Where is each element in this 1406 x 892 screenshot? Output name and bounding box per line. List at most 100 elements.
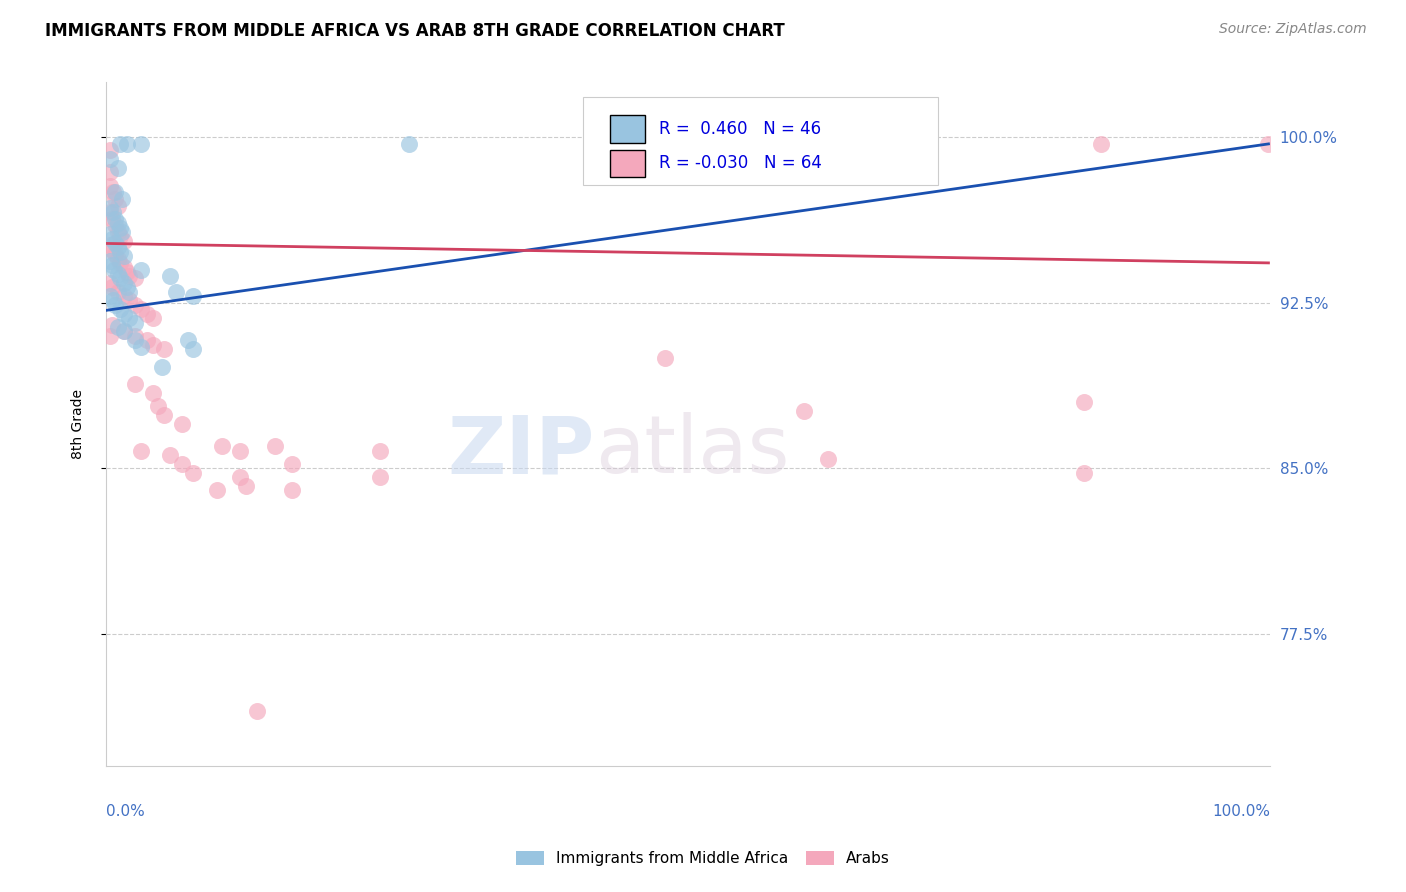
Point: [112, 249, 135, 263]
Point: [229, 470, 252, 484]
Point: [98, 328, 121, 343]
Point: [103, 262, 125, 277]
Point: [108, 220, 131, 235]
Point: [124, 333, 146, 347]
Point: [129, 340, 152, 354]
Text: 0.0%: 0.0%: [105, 804, 145, 819]
Point: [281, 483, 304, 498]
Point: [108, 256, 131, 270]
Point: [142, 311, 165, 326]
Point: [101, 280, 124, 294]
Point: [263, 439, 285, 453]
Point: [793, 404, 815, 418]
Point: [108, 271, 131, 285]
Point: [118, 311, 141, 326]
Point: [101, 258, 124, 272]
Point: [101, 211, 124, 226]
Point: [654, 351, 676, 365]
Point: [107, 252, 129, 266]
Point: [104, 192, 127, 206]
Point: [148, 400, 170, 414]
Point: [98, 227, 121, 242]
Point: [107, 267, 129, 281]
Point: [98, 276, 121, 290]
Point: [165, 285, 187, 299]
Point: [101, 243, 124, 257]
Point: [142, 386, 165, 401]
Point: [368, 470, 391, 484]
Point: [104, 219, 127, 233]
Text: atlas: atlas: [595, 412, 789, 491]
Point: [107, 320, 129, 334]
Point: [124, 316, 146, 330]
Point: [104, 247, 127, 261]
Point: [111, 225, 134, 239]
Point: [107, 285, 129, 299]
Point: [183, 466, 205, 480]
Point: [104, 235, 127, 250]
Point: [368, 443, 391, 458]
Point: [150, 359, 173, 374]
Point: [115, 280, 138, 294]
Point: [107, 240, 129, 254]
Point: [170, 457, 193, 471]
Point: [108, 229, 131, 244]
Point: [104, 298, 127, 312]
Point: [98, 238, 121, 252]
FancyBboxPatch shape: [583, 97, 938, 185]
Point: [107, 225, 129, 239]
Point: [101, 293, 124, 308]
Point: [183, 289, 205, 303]
Text: 100.0%: 100.0%: [1212, 804, 1270, 819]
Point: [112, 289, 135, 303]
Point: [112, 307, 135, 321]
Point: [229, 443, 252, 458]
Point: [398, 136, 420, 151]
Point: [129, 262, 152, 277]
Point: [170, 417, 193, 431]
Point: [118, 285, 141, 299]
Point: [142, 337, 165, 351]
Point: [108, 302, 131, 317]
Point: [129, 302, 152, 317]
Point: [118, 293, 141, 308]
Point: [205, 483, 228, 498]
Point: [112, 260, 135, 275]
Point: [98, 201, 121, 215]
Point: [98, 289, 121, 303]
Point: [124, 271, 146, 285]
Point: [153, 409, 176, 423]
Point: [817, 452, 839, 467]
Point: [129, 443, 152, 458]
Point: [112, 234, 135, 248]
Text: ZIP: ZIP: [447, 412, 595, 491]
Point: [101, 232, 124, 246]
Point: [112, 324, 135, 338]
Point: [111, 192, 134, 206]
Point: [118, 269, 141, 284]
Point: [124, 328, 146, 343]
Point: [98, 205, 121, 219]
Point: [112, 324, 135, 338]
Point: [1257, 136, 1279, 151]
Point: [1090, 136, 1112, 151]
Point: [135, 333, 157, 347]
Point: [1073, 395, 1095, 409]
FancyBboxPatch shape: [610, 150, 645, 177]
Point: [101, 205, 124, 219]
Point: [108, 244, 131, 259]
Point: [104, 211, 127, 226]
Point: [98, 165, 121, 179]
Point: [104, 186, 127, 200]
Point: [153, 342, 176, 356]
Point: [98, 178, 121, 193]
FancyBboxPatch shape: [610, 115, 645, 143]
Point: [124, 298, 146, 312]
Text: R =  0.460   N = 46: R = 0.460 N = 46: [659, 120, 821, 138]
Legend: Immigrants from Middle Africa, Arabs: Immigrants from Middle Africa, Arabs: [509, 843, 897, 873]
Point: [176, 333, 198, 347]
Point: [115, 265, 138, 279]
Y-axis label: 8th Grade: 8th Grade: [72, 389, 86, 459]
Point: [107, 198, 129, 212]
Point: [183, 342, 205, 356]
